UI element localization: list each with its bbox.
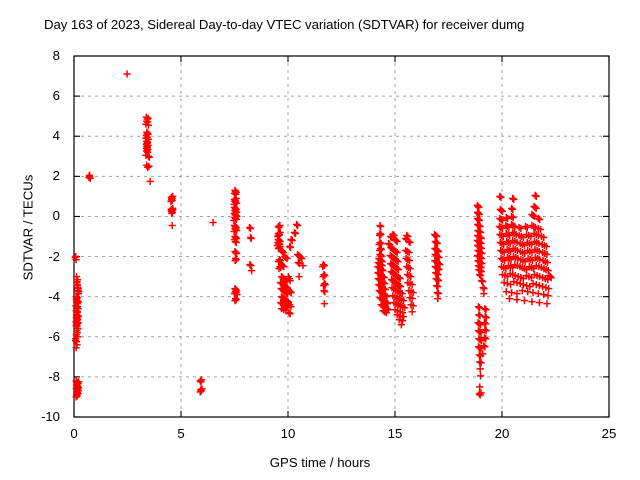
x-tick-label: 20 xyxy=(494,426,510,441)
y-tick-label: 4 xyxy=(52,128,60,144)
x-tick-label: 10 xyxy=(280,426,296,441)
x-tick-label: 15 xyxy=(387,426,403,441)
y-tick-label: -6 xyxy=(48,328,60,344)
y-tick-label: 2 xyxy=(52,168,60,184)
y-tick-label: 8 xyxy=(52,48,60,63)
y-tick-label: -2 xyxy=(48,248,60,264)
data-points xyxy=(71,70,555,401)
y-tick-label: -8 xyxy=(48,368,60,384)
y-tick-label: -4 xyxy=(48,288,60,304)
plot-frame xyxy=(73,55,610,418)
y-axis-label: SDTVAR / TECUs xyxy=(20,174,36,281)
y-tick-label: -10 xyxy=(40,409,60,424)
x-tick-label: 25 xyxy=(601,426,617,441)
x-tick-label: 0 xyxy=(70,426,78,441)
page-title: Day 163 of 2023, Sidereal Day-to-day VTE… xyxy=(44,17,525,32)
y-tick-label: 6 xyxy=(52,88,60,104)
x-axis-label: GPS time / hours xyxy=(269,455,371,470)
y-tick-label: 0 xyxy=(52,208,60,224)
x-tick-label: 5 xyxy=(177,426,185,441)
gridlines xyxy=(74,56,609,417)
